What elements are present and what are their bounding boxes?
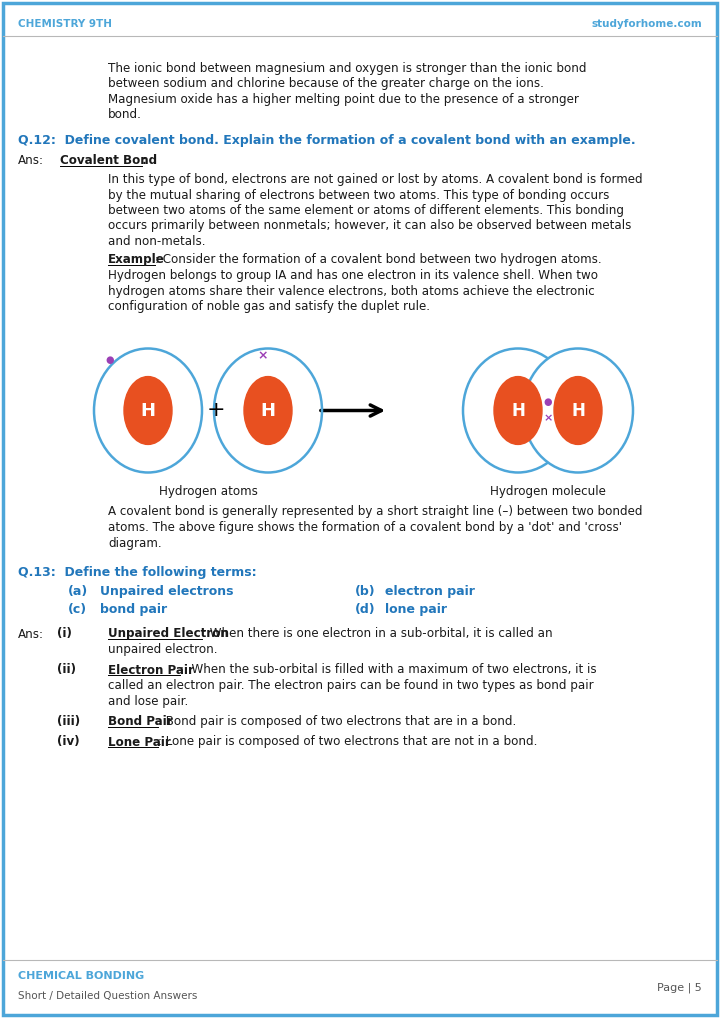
Text: and lose pair.: and lose pair. bbox=[108, 694, 188, 708]
Text: (iii): (iii) bbox=[57, 715, 80, 728]
Text: H: H bbox=[140, 401, 156, 419]
Text: configuration of noble gas and satisfy the duplet rule.: configuration of noble gas and satisfy t… bbox=[108, 300, 430, 313]
Text: : When there is one electron in a sub-orbital, it is called an: : When there is one electron in a sub-or… bbox=[202, 627, 553, 640]
Text: CHEMICAL BONDING: CHEMICAL BONDING bbox=[18, 971, 144, 981]
Text: between two atoms of the same element or atoms of different elements. This bondi: between two atoms of the same element or… bbox=[108, 204, 624, 217]
Text: : Lone pair is composed of two electrons that are not in a bond.: : Lone pair is composed of two electrons… bbox=[158, 735, 537, 748]
Text: and non-metals.: and non-metals. bbox=[108, 235, 205, 248]
Text: hydrogen atoms share their valence electrons, both atoms achieve the electronic: hydrogen atoms share their valence elect… bbox=[108, 284, 595, 297]
Text: lone pair: lone pair bbox=[385, 603, 447, 616]
Text: +: + bbox=[207, 400, 225, 420]
Text: H: H bbox=[571, 401, 585, 419]
Text: H: H bbox=[511, 401, 525, 419]
Text: unpaired electron.: unpaired electron. bbox=[108, 643, 217, 656]
Text: Magnesium oxide has a higher melting point due to the presence of a stronger: Magnesium oxide has a higher melting poi… bbox=[108, 93, 579, 106]
Text: Example: Example bbox=[108, 253, 165, 267]
Text: :  When the sub-orbital is filled with a maximum of two electrons, it is: : When the sub-orbital is filled with a … bbox=[180, 664, 597, 677]
Text: occurs primarily between nonmetals; however, it can also be observed between met: occurs primarily between nonmetals; howe… bbox=[108, 220, 631, 232]
Text: ×: × bbox=[544, 413, 553, 423]
Text: A covalent bond is generally represented by a short straight line (–) between tw: A covalent bond is generally represented… bbox=[108, 506, 642, 518]
Text: Ans:: Ans: bbox=[18, 627, 44, 640]
Text: electron pair: electron pair bbox=[385, 584, 475, 598]
Text: Unpaired Electron: Unpaired Electron bbox=[108, 627, 229, 640]
Text: Q.13:  Define the following terms:: Q.13: Define the following terms: bbox=[18, 566, 256, 579]
Text: ●: ● bbox=[544, 396, 552, 406]
Text: H: H bbox=[261, 401, 276, 419]
Text: (d): (d) bbox=[355, 603, 376, 616]
Text: bond.: bond. bbox=[108, 109, 142, 121]
Text: :: : bbox=[142, 155, 147, 168]
Text: Hydrogen atoms: Hydrogen atoms bbox=[158, 486, 258, 499]
Text: Unpaired electrons: Unpaired electrons bbox=[100, 584, 233, 598]
Text: Lone Pair: Lone Pair bbox=[108, 735, 171, 748]
Text: (i): (i) bbox=[57, 627, 72, 640]
Text: called an electron pair. The electron pairs can be found in two types as bond pa: called an electron pair. The electron pa… bbox=[108, 679, 593, 692]
Text: between sodium and chlorine because of the greater charge on the ions.: between sodium and chlorine because of t… bbox=[108, 77, 544, 91]
Text: Short / Detailed Question Answers: Short / Detailed Question Answers bbox=[18, 991, 197, 1001]
Text: (ii): (ii) bbox=[57, 664, 76, 677]
Text: bond pair: bond pair bbox=[100, 603, 167, 616]
Text: Electron Pair: Electron Pair bbox=[108, 664, 194, 677]
Text: Hydrogen belongs to group IA and has one electron in its valence shell. When two: Hydrogen belongs to group IA and has one… bbox=[108, 269, 598, 282]
Text: atoms. The above figure shows the formation of a covalent bond by a 'dot' and 'c: atoms. The above figure shows the format… bbox=[108, 521, 622, 534]
Text: The ionic bond between magnesium and oxygen is stronger than the ionic bond: The ionic bond between magnesium and oxy… bbox=[108, 62, 587, 75]
Text: studyforhome.com: studyforhome.com bbox=[591, 19, 702, 29]
Text: Page | 5: Page | 5 bbox=[657, 982, 702, 994]
Text: diagram.: diagram. bbox=[108, 536, 161, 550]
Text: : Consider the formation of a covalent bond between two hydrogen atoms.: : Consider the formation of a covalent b… bbox=[155, 253, 602, 267]
Text: ×: × bbox=[258, 349, 269, 362]
Text: (iv): (iv) bbox=[57, 735, 80, 748]
Text: : Bond pair is composed of two electrons that are in a bond.: : Bond pair is composed of two electrons… bbox=[158, 715, 516, 728]
Text: ●: ● bbox=[106, 355, 114, 365]
Text: (c): (c) bbox=[68, 603, 87, 616]
Text: (b): (b) bbox=[355, 584, 376, 598]
Text: In this type of bond, electrons are not gained or lost by atoms. A covalent bond: In this type of bond, electrons are not … bbox=[108, 173, 643, 186]
Text: Hydrogen molecule: Hydrogen molecule bbox=[490, 486, 606, 499]
Text: by the mutual sharing of electrons between two atoms. This type of bonding occur: by the mutual sharing of electrons betwe… bbox=[108, 188, 609, 202]
Text: (a): (a) bbox=[68, 584, 89, 598]
Text: Bond Pair: Bond Pair bbox=[108, 715, 173, 728]
Text: Covalent Bond: Covalent Bond bbox=[60, 155, 157, 168]
Text: CHEMISTRY 9TH: CHEMISTRY 9TH bbox=[18, 19, 112, 29]
Text: Q.12:  Define covalent bond. Explain the formation of a covalent bond with an ex: Q.12: Define covalent bond. Explain the … bbox=[18, 134, 636, 147]
Text: Ans:: Ans: bbox=[18, 155, 44, 168]
